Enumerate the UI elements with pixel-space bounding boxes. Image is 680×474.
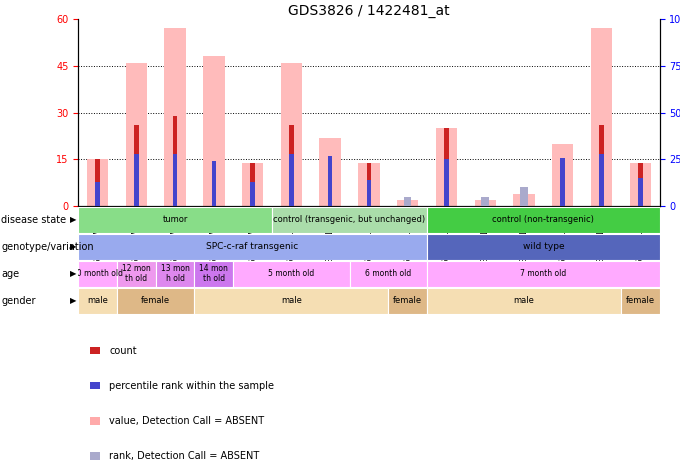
Bar xyxy=(513,194,534,206)
Bar xyxy=(560,159,565,206)
Bar xyxy=(367,180,371,206)
Text: percentile rank within the sample: percentile rank within the sample xyxy=(109,381,274,391)
Bar xyxy=(134,125,139,206)
Text: female: female xyxy=(141,296,170,305)
Bar xyxy=(233,261,350,287)
Text: control (non-transgenic): control (non-transgenic) xyxy=(492,215,594,224)
Bar xyxy=(211,165,216,206)
Text: ▶: ▶ xyxy=(70,242,77,251)
Title: GDS3826 / 1422481_at: GDS3826 / 1422481_at xyxy=(288,4,449,18)
Text: ▶: ▶ xyxy=(70,269,77,278)
Text: ▶: ▶ xyxy=(70,215,77,224)
Text: 14 mon
th old: 14 mon th old xyxy=(199,264,228,283)
Bar xyxy=(320,137,341,206)
Bar xyxy=(78,288,117,314)
Bar xyxy=(427,288,621,314)
Bar xyxy=(289,154,294,206)
Bar xyxy=(350,261,427,287)
Bar xyxy=(87,159,108,206)
Text: 12 mon
th old: 12 mon th old xyxy=(122,264,151,283)
Text: 13 mon
h old: 13 mon h old xyxy=(160,264,190,283)
Text: disease state: disease state xyxy=(1,215,67,225)
Bar xyxy=(444,128,449,206)
Bar xyxy=(638,178,643,206)
Bar xyxy=(78,207,272,233)
Text: rank, Detection Call = ABSENT: rank, Detection Call = ABSENT xyxy=(109,451,259,461)
Bar xyxy=(117,288,194,314)
Bar xyxy=(599,125,604,206)
Bar xyxy=(621,288,660,314)
Text: male: male xyxy=(513,296,534,305)
Bar xyxy=(289,125,294,206)
Text: male: male xyxy=(281,296,302,305)
Bar xyxy=(194,288,388,314)
Bar xyxy=(630,163,651,206)
Bar xyxy=(591,28,612,206)
Text: value, Detection Call = ABSENT: value, Detection Call = ABSENT xyxy=(109,416,264,426)
Bar xyxy=(78,234,427,260)
Text: male: male xyxy=(87,296,108,305)
Bar xyxy=(427,261,660,287)
Bar xyxy=(444,159,449,206)
Bar xyxy=(404,197,411,206)
Bar xyxy=(173,154,177,206)
Bar xyxy=(328,155,333,206)
Bar xyxy=(126,63,147,206)
Bar xyxy=(242,163,263,206)
Bar xyxy=(90,417,100,425)
Bar xyxy=(165,28,186,206)
Bar xyxy=(328,159,333,206)
Text: tumor: tumor xyxy=(163,215,188,224)
Bar xyxy=(599,154,604,206)
Text: 7 month old: 7 month old xyxy=(520,269,566,278)
Bar xyxy=(95,182,100,206)
Bar xyxy=(272,207,427,233)
Bar xyxy=(367,163,371,206)
Bar xyxy=(397,200,418,206)
Bar xyxy=(436,128,457,206)
Bar xyxy=(90,452,100,460)
Bar xyxy=(250,182,255,206)
Bar xyxy=(117,261,156,287)
Bar xyxy=(95,159,100,206)
Text: age: age xyxy=(1,269,20,279)
Bar xyxy=(552,144,573,206)
Text: gender: gender xyxy=(1,296,36,306)
Text: 6 month old: 6 month old xyxy=(365,269,411,278)
Bar xyxy=(427,207,660,233)
Bar xyxy=(560,157,565,206)
Bar xyxy=(90,382,100,390)
Bar xyxy=(194,261,233,287)
Text: genotype/variation: genotype/variation xyxy=(1,242,94,252)
Bar xyxy=(250,163,255,206)
Bar xyxy=(281,63,302,206)
Bar xyxy=(134,154,139,206)
Text: control (transgenic, but unchanged): control (transgenic, but unchanged) xyxy=(273,215,426,224)
Text: wild type: wild type xyxy=(522,242,564,251)
Text: female: female xyxy=(626,296,655,305)
Bar xyxy=(427,234,660,260)
Bar xyxy=(481,197,489,206)
Bar xyxy=(475,200,496,206)
Text: count: count xyxy=(109,346,137,356)
Bar xyxy=(203,56,224,206)
Bar xyxy=(156,261,194,287)
Bar xyxy=(173,116,177,206)
Text: ▶: ▶ xyxy=(70,296,77,305)
Bar xyxy=(211,161,216,206)
Text: 10 month old: 10 month old xyxy=(72,269,123,278)
Bar xyxy=(358,163,379,206)
Bar xyxy=(78,261,117,287)
Text: SPC-c-raf transgenic: SPC-c-raf transgenic xyxy=(207,242,299,251)
Bar xyxy=(638,163,643,206)
Text: 5 month old: 5 month old xyxy=(268,269,315,278)
Bar xyxy=(520,188,528,206)
Text: female: female xyxy=(393,296,422,305)
Bar xyxy=(90,347,100,355)
Bar xyxy=(388,288,427,314)
